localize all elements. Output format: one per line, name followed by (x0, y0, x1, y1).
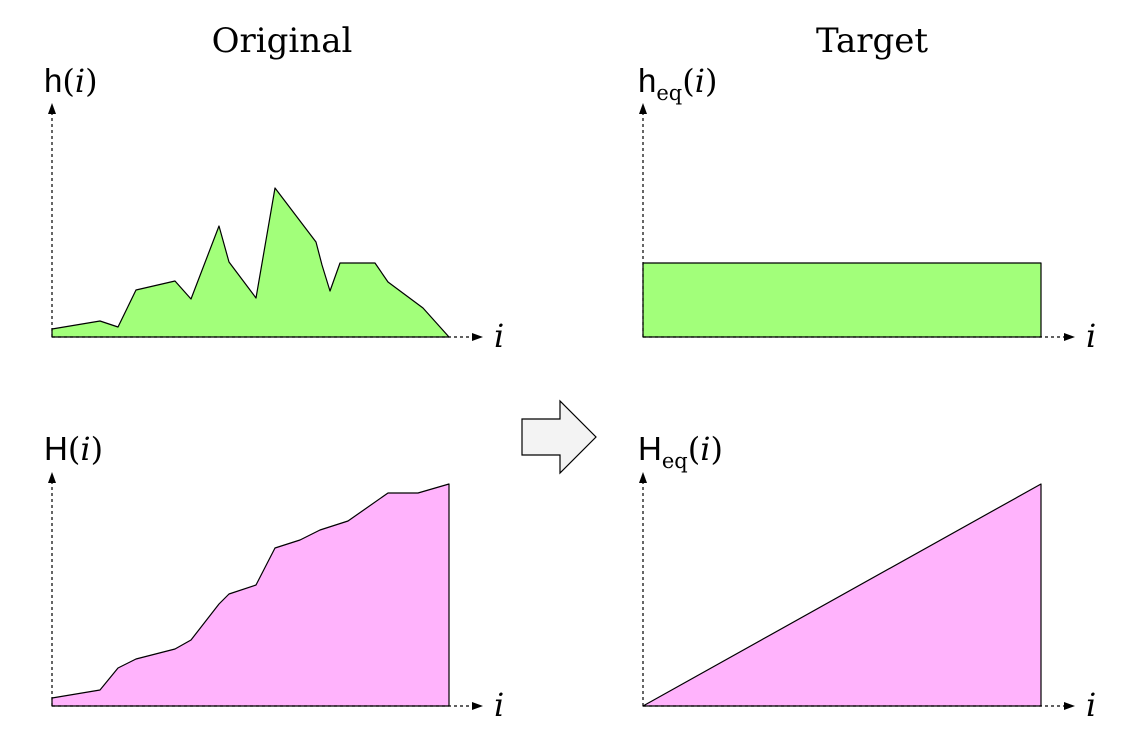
y-axis-arrowhead (48, 472, 56, 483)
x-axis-label: i (494, 317, 504, 355)
y-axis-arrowhead (639, 472, 647, 483)
target-cumulative-area (642, 483, 1042, 707)
right-arrow-icon (521, 399, 597, 475)
panel-target-cumulative: Heq(i) i (638, 430, 1096, 724)
label-h-of-i: h(i) (44, 62, 98, 100)
label-H-eq-of-i: Heq(i) (638, 430, 723, 473)
y-axis-arrowhead (639, 103, 647, 114)
x-axis-arrowhead (1064, 702, 1075, 710)
panel-original-cumulative: H(i) i (44, 430, 504, 724)
x-axis-arrowhead (472, 702, 483, 710)
label-h-eq-of-i: heq(i) (638, 62, 717, 105)
y-axis-arrowhead (48, 103, 56, 114)
x-axis-label: i (1086, 686, 1096, 724)
x-axis-label: i (494, 686, 504, 724)
heading-target: Target (816, 21, 928, 61)
x-axis-label: i (1086, 317, 1096, 355)
heading-original: Original (212, 21, 353, 61)
x-axis-arrowhead (472, 333, 483, 341)
original-histogram-area (51, 187, 450, 338)
target-histogram-area (642, 262, 1042, 338)
original-cumulative-area (51, 483, 450, 707)
panel-original-histogram: h(i) i (44, 62, 504, 355)
label-H-of-i: H(i) (44, 430, 103, 468)
x-axis-arrowhead (1064, 333, 1075, 341)
panel-target-histogram: heq(i) i (638, 62, 1096, 355)
